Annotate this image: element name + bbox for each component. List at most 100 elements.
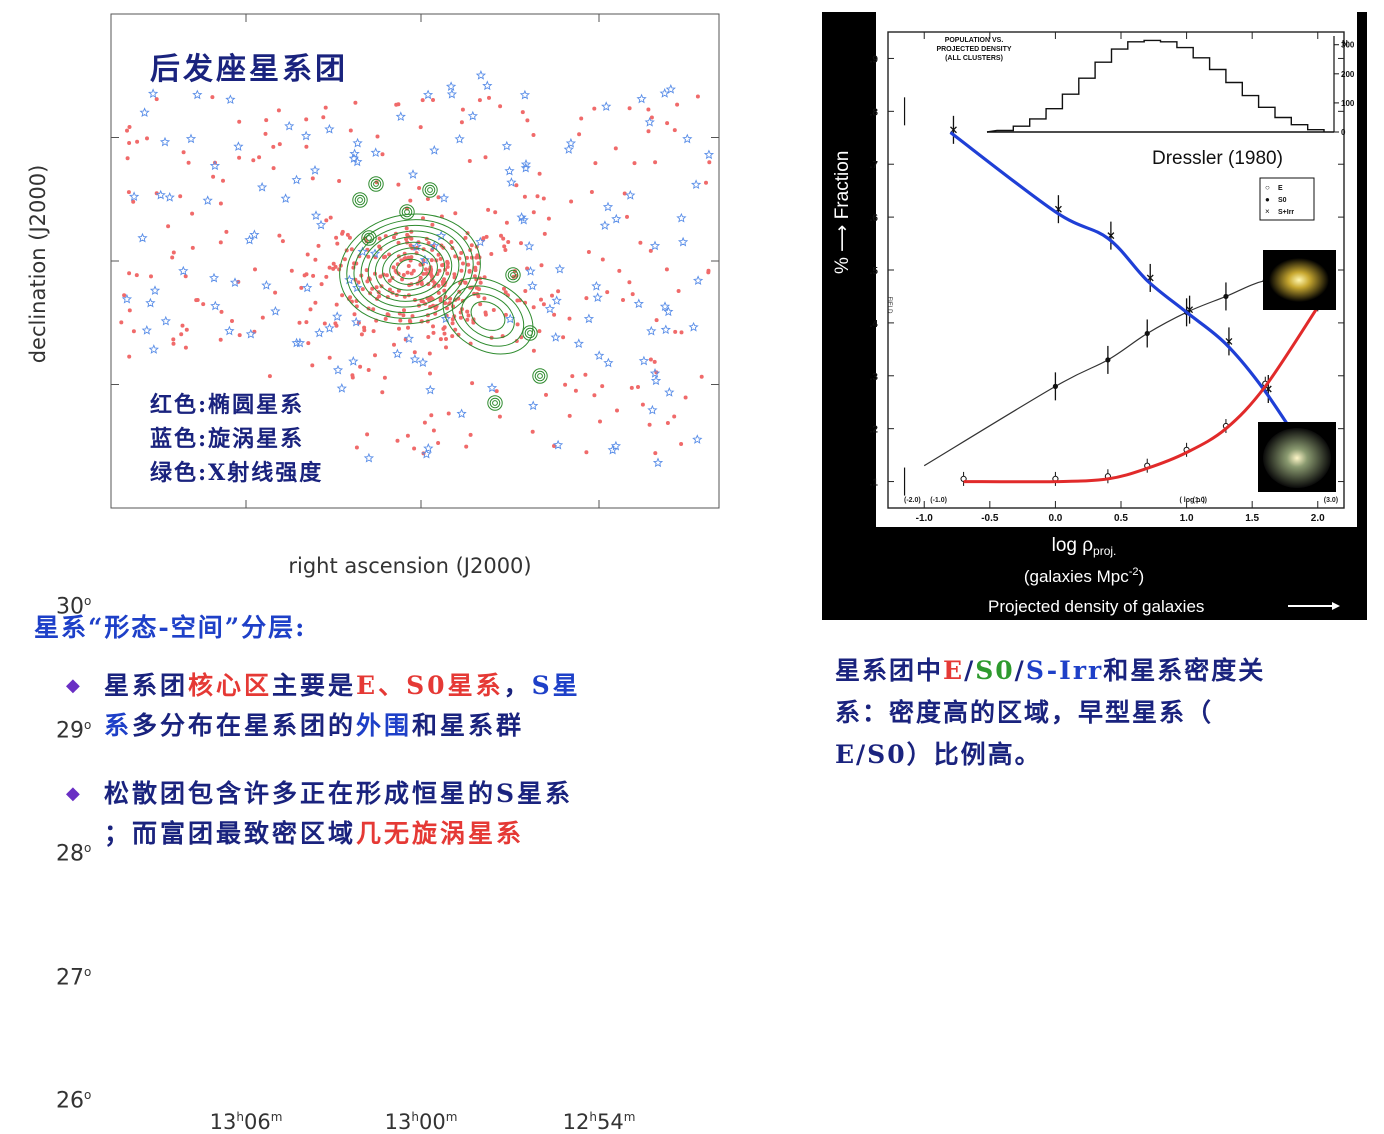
elliptical-galaxy-point (183, 345, 188, 350)
spiral-galaxy-star (245, 328, 256, 339)
inner-axis-label: (-2.0) (904, 497, 921, 504)
spiral-galaxy-star (519, 89, 531, 100)
text-segment: S-Irr (1025, 656, 1104, 685)
spiral-galaxy-star (423, 443, 434, 453)
elliptical-galaxy-point (263, 131, 268, 136)
spiral-galaxy-star (676, 212, 687, 223)
spiral-galaxy-star (429, 145, 440, 155)
elliptical-galaxy-point (459, 120, 464, 125)
bullet-2: ◆ 松散团包含许多正在形成恒星的S星系 ；而富团最致密区域几无旋涡星系 (66, 774, 774, 854)
elliptical-galaxy-point (171, 341, 176, 346)
spiral-galaxy-star (422, 89, 434, 100)
elliptical-galaxy-point (305, 252, 310, 257)
elliptical-galaxy-point (592, 106, 597, 111)
elliptical-galaxy-point (478, 280, 483, 285)
elliptical-galaxy-point (264, 118, 269, 123)
bullet-1-line-2: 系多分布在星系团的外围和星系群 (104, 706, 774, 746)
legend-text: 红色:椭圆星系 蓝色:旋涡星系 绿色:X射线强度 (150, 388, 323, 490)
elliptical-galaxy-point (359, 332, 364, 337)
legend-symbol: × (1265, 207, 1270, 216)
elliptical-galaxy-point (469, 243, 474, 248)
elliptical-galaxy-point (570, 374, 575, 379)
elliptical-galaxy-point (218, 240, 223, 245)
elliptical-galaxy-point (328, 215, 333, 220)
y-tick-label: .1 (870, 478, 879, 489)
y-tick-label: .3 (870, 372, 879, 383)
x-axis-description: Projected density of galaxies (988, 597, 1204, 616)
elliptical-galaxy-point (615, 408, 619, 413)
elliptical-galaxy-point (600, 384, 605, 389)
elliptical-galaxy-point (404, 226, 409, 231)
elliptical-galaxy-point (366, 368, 371, 372)
inset-tick-label: 100 (1341, 99, 1355, 108)
elliptical-galaxy-point (350, 375, 355, 380)
x-tick-label: 1.0 (1180, 513, 1194, 524)
xray-contour (366, 235, 372, 241)
elliptical-galaxy-point (253, 267, 257, 272)
elliptical-galaxy-point (401, 273, 406, 277)
inner-axis-label: (-1.0) (930, 497, 947, 504)
elliptical-galaxy-point (453, 327, 458, 332)
spiral-galaxy-star (249, 229, 260, 240)
section-heading: 星系“形态-空间”分层: (34, 613, 307, 642)
elliptical-galaxy-point (519, 241, 523, 246)
xray-contour (368, 176, 384, 192)
elliptical-galaxy-point (676, 289, 681, 293)
spiral-galaxy-star (649, 368, 661, 378)
spiral-galaxy-star (486, 382, 498, 393)
elliptical-galaxy-point (459, 268, 464, 273)
elliptical-galaxy-point (131, 329, 136, 334)
inset-tick-label: 0 (1341, 128, 1346, 137)
elliptical-galaxy-point (443, 301, 448, 306)
elliptical-galaxy-point (371, 329, 376, 334)
elliptical-galaxy-point (400, 277, 405, 282)
elliptical-galaxy-point (406, 325, 410, 330)
elliptical-galaxy-point (664, 267, 669, 272)
spiral-galaxy-star (611, 213, 622, 224)
elliptical-galaxy-point (487, 95, 491, 100)
elliptical-galaxy-point (484, 234, 489, 239)
xray-contour (532, 368, 548, 384)
spiral-galaxy-star (209, 160, 221, 171)
elliptical-galaxy-point (365, 432, 370, 437)
elliptical-galaxy-point (561, 335, 566, 340)
right-text-block: 星系团中E/S0/S-Irr和星系密度关 系：密度高的区域，早型星系（ E/S0… (835, 650, 1375, 776)
elliptical-galaxy-point (218, 201, 223, 206)
spiral-galaxy-star (349, 148, 360, 159)
symbol-legend: ○ E ● S0 × S+Irr (1259, 177, 1315, 221)
spiral-galaxy-star (520, 159, 532, 169)
elliptical-galaxy-point (458, 315, 463, 320)
elliptical-galaxy-point (374, 285, 379, 290)
elliptical-galaxy-point (503, 248, 508, 252)
spiral-galaxy-star (301, 130, 312, 141)
elliptical-galaxy-point (423, 267, 428, 272)
spiral-galaxy-star (446, 88, 458, 99)
right-text-line-3: E/S0）比例高。 (835, 740, 1042, 769)
spiral-galaxy-star (682, 133, 693, 144)
elliptical-galaxy-point (563, 382, 568, 387)
elliptical-galaxy-point (586, 250, 591, 254)
elliptical-galaxy-point (383, 254, 388, 259)
right-text-line-2: 系：密度高的区域，早型星系（ (835, 698, 1214, 727)
spiral-galaxy-star (309, 165, 321, 175)
text-segment: 核心区 (188, 671, 273, 700)
elliptical-galaxy-point (444, 337, 448, 341)
elliptical-galaxy-point (552, 312, 557, 317)
elliptical-galaxy-point (126, 190, 131, 195)
spiral-galaxy-star (482, 80, 493, 91)
elliptical-galaxy-point (640, 402, 645, 407)
elliptical-galaxy-point (525, 266, 530, 271)
elliptical-galaxy-point (429, 258, 434, 263)
legend-symbol: ○ (1265, 183, 1270, 192)
elliptical-galaxy-point (472, 274, 477, 279)
spiral-galaxy-star (141, 325, 152, 335)
elliptical-galaxy-point (385, 312, 390, 317)
text-segment: E、S0 (356, 671, 448, 700)
elliptical-galaxy-point (627, 106, 632, 111)
spiral-galaxy-star (336, 383, 347, 393)
right-chart: -1.0 -0.5 0.0 0.5 1.0 1.5 2.0 .1 .2 .3 .4 .5 .6 .7 .8.… (822, 12, 1367, 620)
spiral-galaxy-star (663, 306, 674, 317)
elliptical-galaxy-point (334, 235, 339, 240)
spiral-galaxy-star (650, 375, 662, 386)
series-line-s-irr (949, 131, 1320, 472)
